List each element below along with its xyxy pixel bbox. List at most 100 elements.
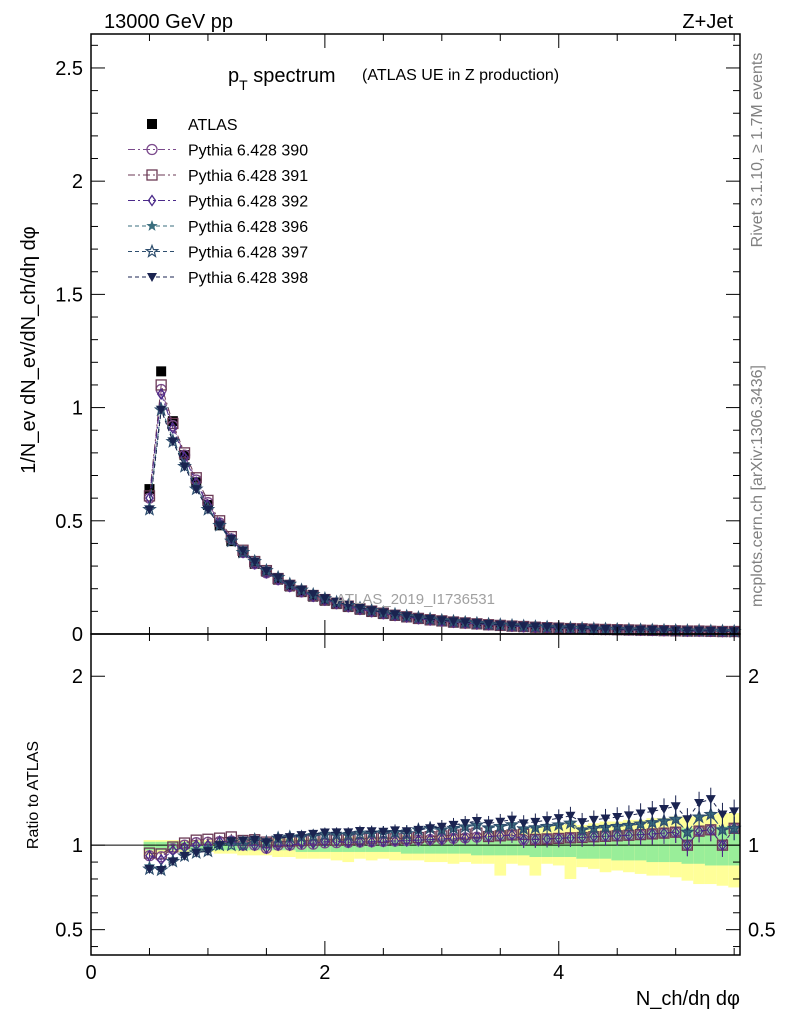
ratio-point-p398 bbox=[542, 816, 553, 826]
ratio-point-p398 bbox=[623, 811, 634, 821]
ratio-panel-series bbox=[142, 787, 742, 877]
legend: ATLAS Pythia 6.428 390 Pythia 6.428 391 Pyt… bbox=[128, 117, 308, 287]
ratio-point-p398 bbox=[635, 809, 646, 819]
data-point-data bbox=[144, 484, 155, 495]
band-inner-bin bbox=[143, 841, 156, 851]
ratio-point-p398 bbox=[647, 807, 658, 817]
ratio-point-p398 bbox=[588, 815, 599, 825]
ratio-y-tick-label-right: 0.5 bbox=[748, 920, 776, 942]
main-y-tick-label: 0.5 bbox=[55, 511, 83, 533]
data-point-p398 bbox=[483, 620, 494, 630]
ratio-point-p397 bbox=[726, 820, 742, 835]
ratio-point-p392 bbox=[612, 829, 622, 842]
data-point-p398 bbox=[506, 621, 517, 631]
axis-ticks: 00.511.522.50.5 0.51 12 20 2 4 bbox=[55, 34, 776, 984]
ratio-point-p397 bbox=[235, 837, 251, 852]
ratio-point-p398 bbox=[483, 819, 494, 829]
ratio-point-p398 bbox=[530, 817, 541, 827]
data-point-p392 bbox=[168, 421, 178, 435]
data-point-p398 bbox=[694, 626, 705, 636]
ratio-point-p398 bbox=[378, 827, 389, 837]
ratio-point-p398 bbox=[191, 848, 202, 858]
ratio-point-p397 bbox=[680, 824, 695, 839]
ratio-point-p392 bbox=[495, 829, 505, 842]
band-inner-bin bbox=[155, 841, 168, 851]
ratio-point-p398 bbox=[436, 822, 447, 832]
data-point-p398 bbox=[249, 557, 260, 567]
data-point-data bbox=[179, 450, 190, 461]
ratio-point-p397 bbox=[539, 818, 555, 833]
data-point-p398 bbox=[471, 619, 482, 629]
data-point-p398 bbox=[284, 580, 295, 590]
ratio-point-p398 bbox=[296, 831, 307, 841]
band-inner-bin bbox=[646, 829, 659, 863]
chart-subtitle: (ATLAS UE in Z production) bbox=[362, 67, 559, 84]
ratio-y-tick-label: 2 bbox=[72, 666, 83, 688]
data-point-p398 bbox=[202, 505, 213, 515]
ratio-point-p398 bbox=[284, 833, 295, 843]
data-point-p398 bbox=[647, 625, 658, 635]
legend-entry-p397: Pythia 6.428 397 bbox=[128, 243, 308, 262]
legend-label: Pythia 6.428 397 bbox=[188, 245, 308, 262]
ratio-point-p392 bbox=[379, 835, 388, 848]
ratio-point-p398 bbox=[354, 826, 365, 836]
legend-label: Pythia 6.428 398 bbox=[188, 270, 308, 287]
ratio-point-p397 bbox=[551, 817, 567, 832]
data-point-p398 bbox=[378, 608, 389, 618]
ratio-point-p392 bbox=[320, 835, 330, 848]
ratio-point-p397 bbox=[352, 826, 368, 841]
band-inner-bin bbox=[471, 836, 483, 856]
ratio-point-p392 bbox=[694, 824, 704, 838]
ratio-y-tick-label-right: 1 bbox=[748, 835, 759, 857]
data-point-p398 bbox=[436, 616, 447, 626]
data-point-data bbox=[156, 366, 167, 377]
ratio-point-p398 bbox=[343, 828, 354, 838]
ratio-point-p398 bbox=[705, 795, 716, 805]
ratio-point-p398 bbox=[658, 804, 669, 814]
data-point-p398 bbox=[495, 620, 506, 630]
ratio-point-p392 bbox=[577, 831, 587, 844]
data-point-p398 bbox=[530, 622, 541, 632]
data-point-p398 bbox=[717, 627, 728, 637]
ratio-point-p397 bbox=[598, 819, 613, 834]
ratio-point-p397 bbox=[574, 822, 590, 837]
data-point-p398 bbox=[390, 610, 401, 620]
band-inner-bin bbox=[611, 831, 624, 861]
ratio-point-p398 bbox=[729, 807, 740, 817]
band-inner-bin bbox=[669, 829, 682, 863]
ratio-point-p397 bbox=[715, 822, 730, 837]
ratio-point-p392 bbox=[308, 837, 318, 850]
legend-marker bbox=[146, 143, 158, 156]
ratio-point-p398 bbox=[518, 819, 529, 829]
data-point-p398 bbox=[354, 603, 365, 613]
ratio-point-p398 bbox=[202, 847, 213, 857]
data-point-p398 bbox=[226, 534, 237, 544]
band-inner-bin bbox=[704, 826, 717, 866]
data-point-p398 bbox=[518, 622, 529, 632]
ratio-point-p398 bbox=[366, 827, 377, 837]
legend-label: ATLAS bbox=[188, 117, 238, 134]
legend-marker bbox=[144, 243, 160, 258]
ratio-line-p398 bbox=[149, 798, 735, 871]
ratio-point-p392 bbox=[437, 832, 447, 846]
ratio-y-tick-label-right: 2 bbox=[748, 666, 759, 688]
data-point-p398 bbox=[273, 573, 284, 583]
ratio-point-p397 bbox=[563, 815, 578, 830]
ratio-series-p398 bbox=[144, 787, 740, 875]
ratio-point-p392 bbox=[706, 823, 716, 836]
data-point-p398 bbox=[623, 625, 634, 635]
band-inner-bin bbox=[693, 828, 705, 864]
ratio-point-p392 bbox=[355, 835, 365, 849]
ratio-point-p397 bbox=[223, 837, 239, 852]
chart-title-p: p bbox=[228, 65, 239, 87]
legend-label: Pythia 6.428 391 bbox=[188, 168, 308, 185]
ratio-point-p392 bbox=[624, 829, 634, 842]
ratio-point-p392 bbox=[285, 839, 295, 852]
main-y-tick-label: 0 bbox=[72, 624, 83, 646]
data-point-p398 bbox=[460, 618, 471, 628]
ratio-point-p392 bbox=[449, 832, 458, 845]
band-inner-bin bbox=[435, 838, 448, 854]
ratio-point-p392 bbox=[648, 827, 657, 841]
band-inner-bin bbox=[506, 836, 518, 856]
